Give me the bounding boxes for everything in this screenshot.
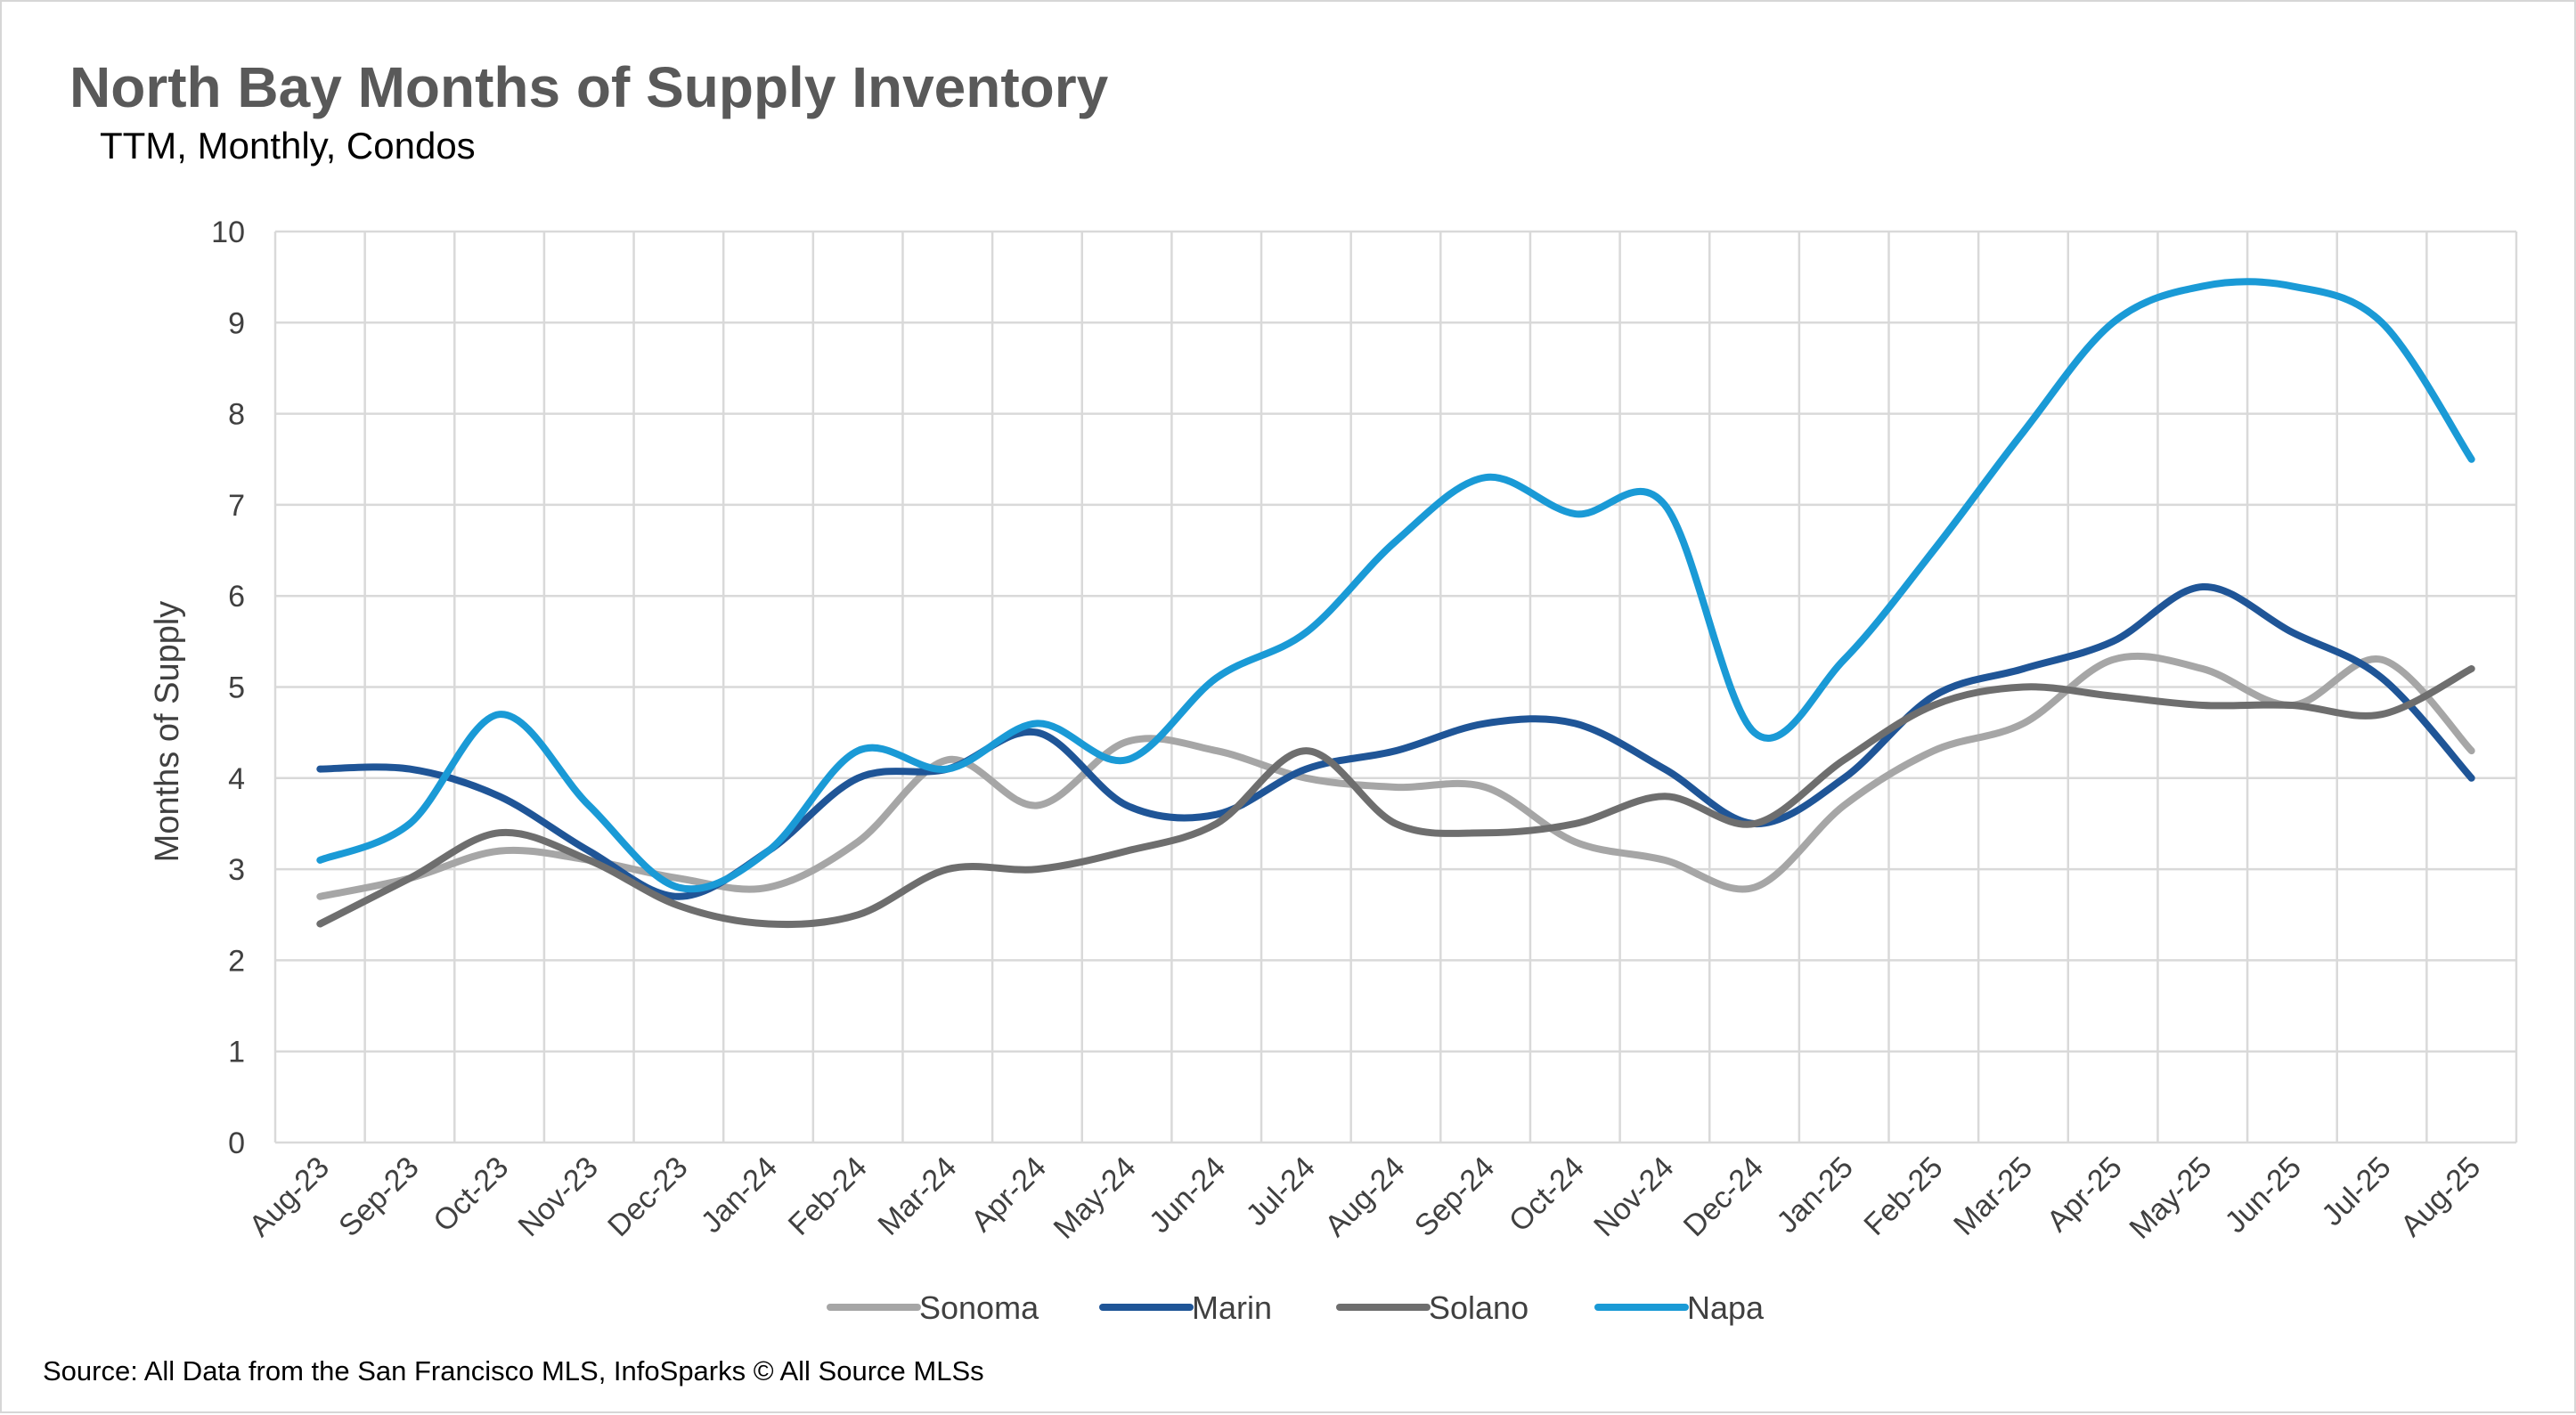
y-tick-label: 5: [228, 671, 245, 705]
gridlines: [273, 230, 2518, 1144]
x-tick-label: Mar-24: [871, 1151, 963, 1242]
chart-subtitle: TTM, Monthly, Condos: [100, 125, 476, 167]
x-tick-label: Sep-24: [1408, 1151, 1501, 1243]
x-tick-label: Jan-25: [1770, 1151, 1859, 1240]
y-tick-label: 6: [228, 580, 245, 614]
x-tick-label: Sep-23: [332, 1151, 425, 1243]
x-tick-label: Oct-23: [427, 1151, 515, 1239]
series-line-solano: [316, 665, 2475, 929]
x-tick-label: Nov-23: [512, 1151, 605, 1243]
series-line-marin: [316, 582, 2475, 900]
legend-label: Solano: [1429, 1289, 1528, 1326]
y-axis-ticks: 0 1 2 3 4 5 6 7 8 9 10: [211, 216, 245, 1160]
x-tick-label: Jul-24: [1240, 1151, 1322, 1232]
x-tick-label: Dec-24: [1677, 1151, 1770, 1243]
x-tick-label: Feb-25: [1857, 1151, 1949, 1242]
x-tick-label: Oct-24: [1503, 1151, 1591, 1239]
x-tick-label: Jun-24: [1143, 1151, 1232, 1240]
y-tick-label: 9: [228, 306, 245, 340]
x-tick-label: Feb-24: [782, 1151, 874, 1242]
legend-item-sonoma: Sonoma: [827, 1289, 1039, 1326]
x-tick-label: Dec-23: [601, 1151, 694, 1243]
y-tick-label: 7: [228, 489, 245, 523]
legend-item-marin: Marin: [1099, 1289, 1272, 1326]
x-tick-label: Apr-25: [2041, 1151, 2129, 1239]
x-tick-label: Jan-24: [695, 1151, 784, 1240]
series-line-napa: [316, 278, 2475, 893]
legend-item-solano: Solano: [1336, 1289, 1528, 1326]
y-tick-label: 2: [228, 944, 245, 978]
x-tick-label: Apr-24: [965, 1151, 1053, 1239]
y-tick-label: 3: [228, 853, 245, 887]
y-tick-label: 10: [211, 216, 245, 249]
chart-title: North Bay Months of Supply Inventory: [69, 55, 1109, 119]
y-tick-label: 1: [228, 1036, 245, 1069]
x-tick-label: May-24: [1048, 1151, 1143, 1246]
legend-label: Napa: [1687, 1289, 1765, 1326]
legend: Sonoma Marin Solano Napa: [827, 1289, 1765, 1326]
x-tick-label: Mar-25: [1947, 1151, 2039, 1242]
legend-label: Marin: [1192, 1289, 1272, 1326]
y-tick-label: 0: [228, 1126, 245, 1160]
y-tick-label: 8: [228, 398, 245, 432]
x-tick-label: Aug-23: [243, 1151, 336, 1243]
x-tick-label: Aug-24: [1318, 1151, 1411, 1243]
y-tick-label: 4: [228, 762, 245, 796]
y-axis-label: Months of Supply: [149, 601, 186, 863]
x-tick-label: Jun-25: [2219, 1151, 2308, 1240]
x-tick-label: Jul-25: [2315, 1151, 2397, 1232]
series-line-sonoma: [316, 652, 2475, 900]
x-tick-label: May-25: [2123, 1151, 2218, 1246]
legend-item-napa: Napa: [1594, 1289, 1765, 1326]
x-tick-label: Aug-25: [2394, 1151, 2487, 1243]
legend-label: Sonoma: [919, 1289, 1039, 1326]
series-lines: [316, 278, 2475, 929]
source-note: Source: All Data from the San Francisco …: [43, 1355, 984, 1387]
x-tick-label: Nov-24: [1587, 1151, 1680, 1243]
